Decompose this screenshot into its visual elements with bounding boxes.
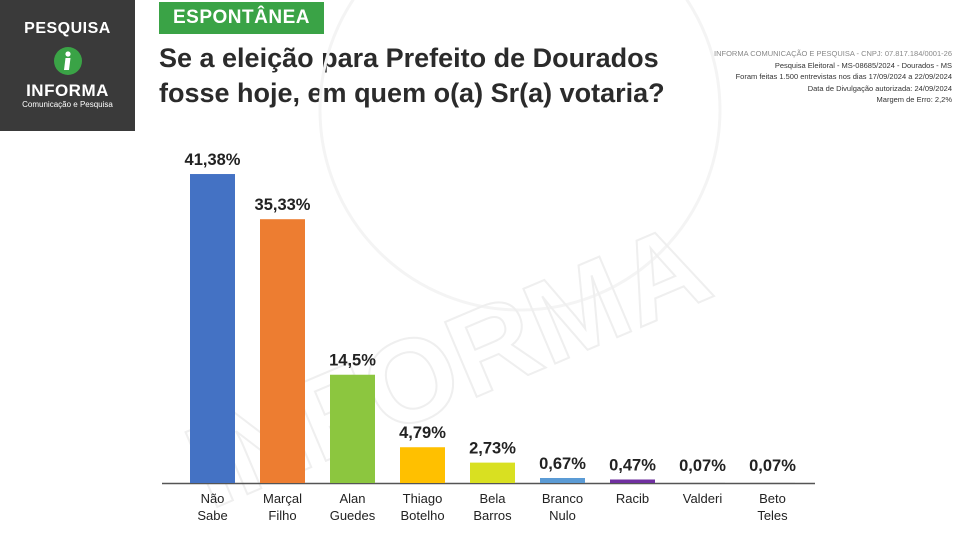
logo-brand: INFORMA (26, 81, 109, 100)
meta-line-margin: Margem de Erro: 2,2% (876, 95, 952, 104)
category-label: Botelho (400, 508, 444, 523)
category-label: Não (201, 491, 225, 506)
category-label: Bela (479, 491, 506, 506)
meta-line-interviews: Foram feitas 1.500 entrevistas nos dias … (735, 72, 952, 81)
bar (330, 374, 375, 483)
category-label: Sabe (197, 508, 227, 523)
bar (470, 462, 515, 483)
category-label: Beto (759, 491, 786, 506)
category-label: Thiago (403, 491, 443, 506)
meta-line-release-date: Data de Divulgação autorizada: 24/09/202… (807, 83, 952, 93)
value-label: 0,07% (749, 457, 796, 475)
logo-subtitle: Comunicação e Pesquisa (22, 100, 113, 109)
bar (400, 447, 445, 483)
category-tag: ESPONTÂNEA (159, 2, 324, 34)
meta-line-registration: Pesquisa Eleitoral - MS-08685/2024 - Dou… (774, 60, 952, 70)
value-label: 2,73% (469, 440, 516, 458)
meta-line-company: INFORMA COMUNICAÇÃO E PESQUISA - CNPJ: 0… (713, 49, 952, 58)
value-label: 0,07% (679, 457, 726, 475)
category-label: Valderi (683, 491, 723, 506)
bar (540, 477, 585, 483)
value-label: 4,79% (399, 424, 446, 442)
category-label: Marçal (263, 491, 302, 506)
info-i-icon (54, 47, 82, 75)
logo-top-text: PESQUISA (24, 20, 111, 37)
category-label: Guedes (330, 508, 376, 523)
category-label: Filho (268, 508, 296, 523)
logo: PESQUISA INFORMA Comunicação e Pesquisa (0, 0, 135, 131)
value-label: 0,67% (539, 455, 586, 473)
category-label: Branco (542, 491, 583, 506)
value-label: 41,38% (185, 151, 241, 169)
category-label: Barros (473, 508, 512, 523)
value-label: 0,47% (609, 456, 656, 474)
bar (610, 479, 655, 483)
bar (190, 174, 235, 483)
category-label: Nulo (549, 508, 576, 523)
survey-metadata: INFORMA COMUNICAÇÃO E PESQUISA - CNPJ: 0… (714, 48, 952, 106)
bar (260, 219, 305, 483)
category-label: Alan (339, 491, 365, 506)
bar (680, 482, 725, 483)
bar (750, 482, 795, 483)
category-label: Racib (616, 491, 649, 506)
value-label: 35,33% (255, 196, 311, 214)
value-label: 14,5% (329, 352, 376, 370)
category-label: Teles (757, 508, 788, 523)
